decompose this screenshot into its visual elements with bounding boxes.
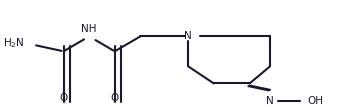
- Text: N: N: [266, 96, 274, 106]
- Text: O: O: [111, 93, 119, 103]
- Text: NH: NH: [81, 24, 97, 34]
- Text: O: O: [59, 93, 68, 103]
- Text: OH: OH: [308, 96, 323, 106]
- Text: N: N: [184, 31, 192, 41]
- Text: H$_2$N: H$_2$N: [3, 36, 24, 50]
